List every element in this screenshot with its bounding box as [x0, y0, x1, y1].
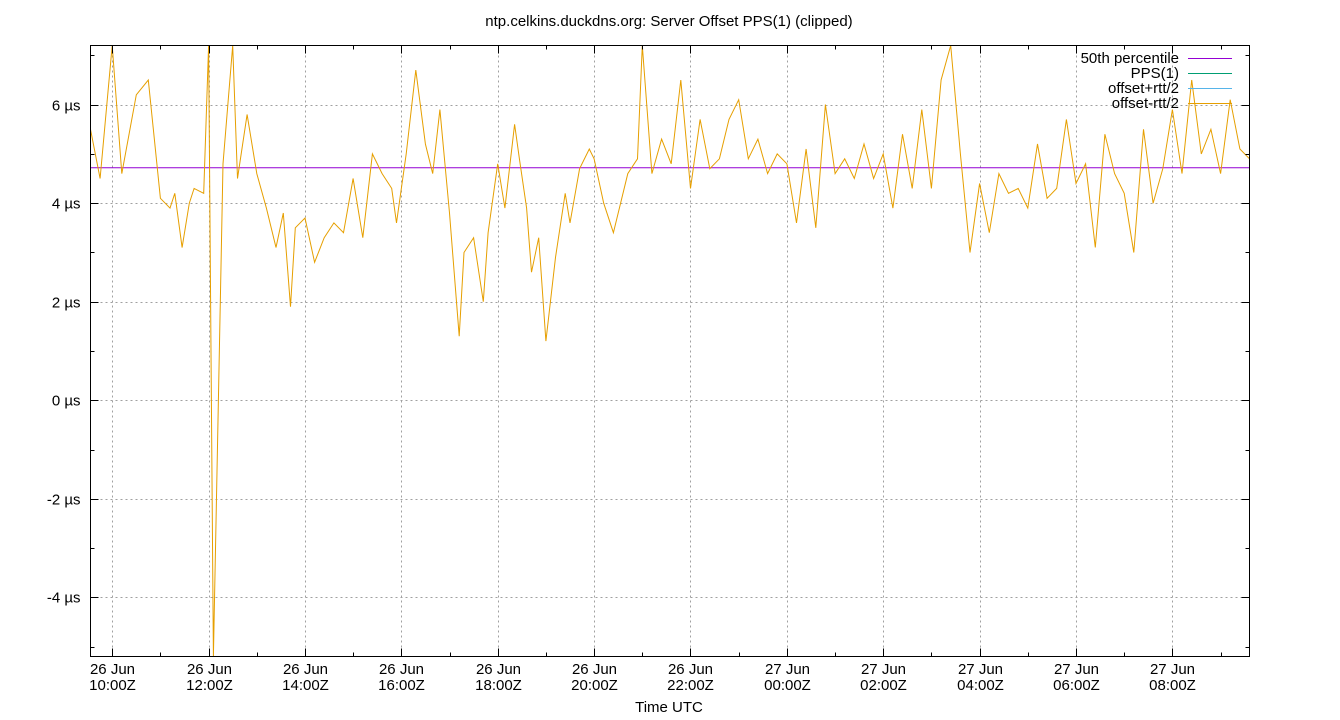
x-tick-label-time: 12:00Z	[186, 677, 233, 694]
x-tick-label-date: 27 Jun	[861, 661, 906, 678]
x-tick-label-date: 27 Jun	[1150, 661, 1195, 678]
x-tick-label-time: 04:00Z	[957, 677, 1004, 694]
y-tick-label: 2 µs	[52, 295, 81, 312]
legend-label: offset+rtt/2	[1108, 80, 1179, 97]
legend-label: 50th percentile	[1081, 50, 1179, 67]
x-tick-label-date: 26 Jun	[476, 661, 521, 678]
x-tick-label-time: 20:00Z	[571, 677, 618, 694]
y-tick-label: -4 µs	[47, 590, 81, 607]
y-tick-label: 6 µs	[52, 98, 81, 115]
x-tick-label-time: 16:00Z	[378, 677, 425, 694]
x-tick-label-date: 26 Jun	[668, 661, 713, 678]
x-tick-label-date: 26 Jun	[572, 661, 617, 678]
legend: 50th percentilePPS(1)offset+rtt/2offset-…	[1081, 50, 1232, 112]
x-tick-label-time: 10:00Z	[89, 677, 136, 694]
y-tick-label: 0 µs	[52, 393, 81, 410]
x-tick-label-date: 27 Jun	[958, 661, 1003, 678]
x-tick-label-time: 14:00Z	[282, 677, 329, 694]
series-line-3	[90, 45, 1250, 657]
x-tick-label-date: 26 Jun	[90, 661, 135, 678]
x-tick-label-date: 26 Jun	[187, 661, 232, 678]
plot-border	[90, 45, 1250, 657]
x-tick-label-time: 22:00Z	[667, 677, 714, 694]
chart-title: ntp.celkins.duckdns.org: Server Offset P…	[485, 13, 852, 30]
x-axis-label: Time UTC	[635, 699, 703, 716]
grid	[90, 45, 1250, 657]
x-tick-label-time: 02:00Z	[860, 677, 907, 694]
x-tick-label-date: 26 Jun	[283, 661, 328, 678]
plot-area	[90, 45, 1250, 657]
x-tick-label-time: 00:00Z	[764, 677, 811, 694]
x-tick-label-time: 08:00Z	[1149, 677, 1196, 694]
x-tick-label-time: 06:00Z	[1053, 677, 1100, 694]
y-tick-label: 4 µs	[52, 196, 81, 213]
x-tick-label-date: 26 Jun	[379, 661, 424, 678]
x-tick-label-time: 18:00Z	[475, 677, 522, 694]
y-tick-label: -2 µs	[47, 492, 81, 509]
x-tick-label-date: 27 Jun	[1054, 661, 1099, 678]
x-tick-label-date: 27 Jun	[765, 661, 810, 678]
legend-label: PPS(1)	[1131, 65, 1179, 82]
legend-label: offset-rtt/2	[1112, 95, 1179, 112]
